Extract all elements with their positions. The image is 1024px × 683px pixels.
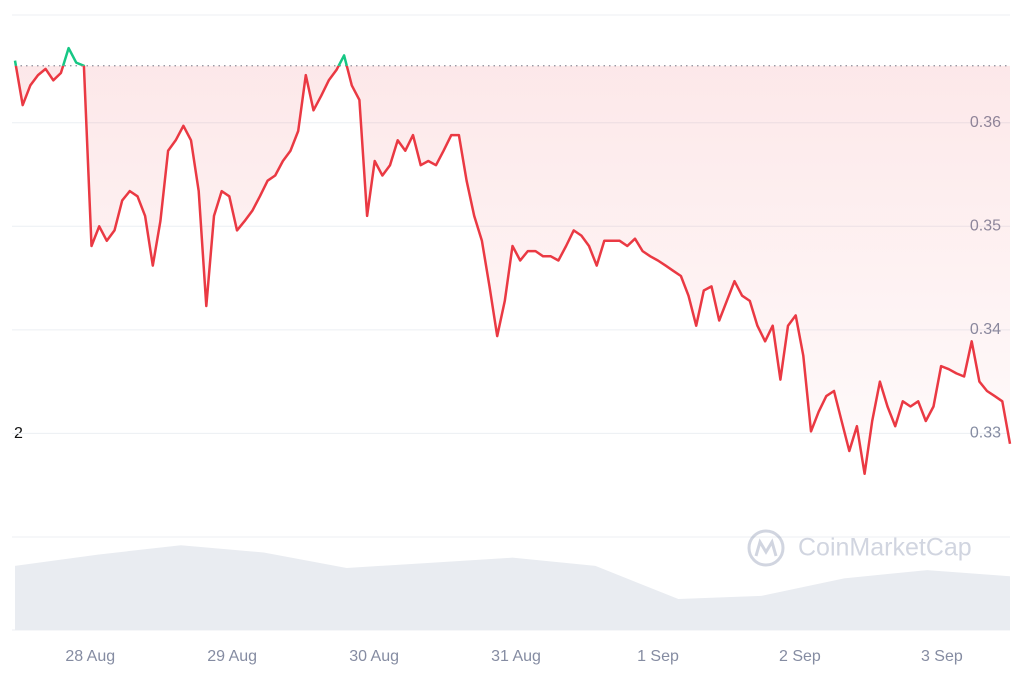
price-line-down [14,65,1012,476]
x-tick-label: 3 Sep [921,648,963,665]
area-fill [15,65,1010,474]
x-tick-label: 2 Sep [779,648,821,665]
watermark-text: CoinMarketCap [798,534,972,562]
x-tick-label: 31 Aug [491,648,541,665]
y-tick-label: 0.33 [970,425,1001,442]
watermark: CoinMarketCap [747,529,972,567]
x-tick-label: 29 Aug [207,648,257,665]
x-tick-label: 30 Aug [349,648,399,665]
volume-area [15,545,1010,630]
x-tick-label: 28 Aug [65,648,115,665]
x-tick-label: 1 Sep [637,648,679,665]
